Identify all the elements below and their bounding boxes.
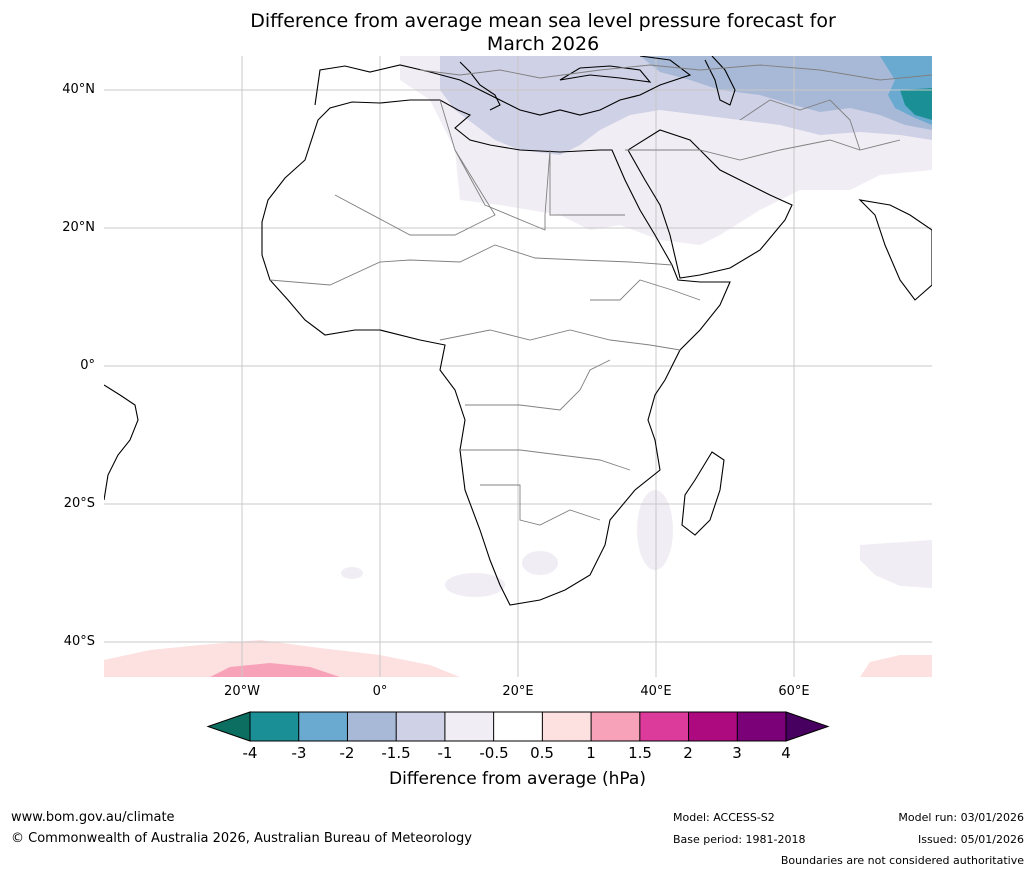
- colorbar-segment: [688, 712, 738, 741]
- lon-label-40e: 40°E: [640, 684, 672, 699]
- madagascar-coastline: [681, 451, 725, 536]
- anomaly-minus-1-5-north: [640, 56, 932, 130]
- colorbar-tick-label: -4: [242, 744, 258, 762]
- anomaly-minus-0-5-island: [341, 567, 363, 579]
- border-libya: [454, 149, 551, 231]
- colorbar-tick-label: -1.5: [381, 744, 411, 762]
- anomaly-shading: [104, 56, 932, 677]
- africa-coastline: [261, 99, 731, 606]
- black-sea-coastline: [559, 65, 652, 83]
- title-line-1: Difference from average mean sea level p…: [250, 10, 836, 32]
- europe-coastline: [314, 56, 692, 116]
- lat-label-20n: 20°N: [62, 220, 95, 235]
- colorbar-segment: [591, 712, 641, 741]
- lat-label-40n: 40°N: [62, 82, 95, 97]
- footer-model-run: Model run: 03/01/2026: [898, 811, 1024, 824]
- anomaly-minus-0-5-indian-ocean: [860, 540, 932, 588]
- lon-label-60e: 60°E: [778, 684, 810, 699]
- border-algeria: [334, 99, 496, 236]
- anomaly-minus-0-5-sw-africa: [522, 551, 558, 575]
- lon-label-20e: 20°E: [502, 684, 534, 699]
- colorbar-tick-label: 1.5: [628, 744, 652, 762]
- colorbar-segment: [444, 712, 495, 741]
- anomaly-plus-0-5-south: [104, 640, 460, 677]
- footer-url[interactable]: www.bom.gov.au/climate: [11, 810, 175, 825]
- footer-issued: Issued: 05/01/2026: [917, 833, 1024, 846]
- anomaly-minus-0-5-south-atlantic: [445, 573, 505, 597]
- coastlines: [104, 56, 932, 606]
- border-namibia: [480, 484, 601, 526]
- lon-label-0: 0°: [372, 684, 388, 699]
- border-sahel: [269, 244, 673, 286]
- colorbar-segment: [639, 712, 690, 741]
- lat-label-40s: 40°S: [63, 634, 95, 649]
- border-southern: [460, 449, 631, 471]
- india-coastline: [858, 199, 932, 301]
- country-borders: [269, 64, 932, 526]
- border-dr-congo: [465, 359, 611, 411]
- footer-disclaimer: Boundaries are not considered authoritat…: [780, 854, 1024, 867]
- colorbar-segment: [396, 712, 446, 741]
- border-iran: [739, 99, 861, 151]
- footer-model: Model: ACCESS-S2: [673, 811, 775, 824]
- arabia-coastline: [627, 129, 793, 279]
- lat-label-20s: 20°S: [63, 496, 95, 511]
- colorbar-tick-label: 0.5: [530, 744, 554, 762]
- colorbar-segment: [737, 712, 787, 741]
- anomaly-minus-3-north: [900, 88, 932, 120]
- colorbar: [206, 711, 830, 742]
- footer-base-period: Base period: 1981-2018: [673, 833, 806, 846]
- map-area: [104, 56, 932, 677]
- colorbar-segment: [493, 712, 543, 741]
- colorbar-segment: [250, 712, 300, 741]
- colorbar-tick-label: -0.5: [479, 744, 509, 762]
- colorbar-tick-label: 2: [683, 744, 693, 762]
- colorbar-tick-label: -1: [437, 744, 453, 762]
- gridlines: [104, 56, 932, 677]
- colorbar-tick-label: 4: [781, 744, 791, 762]
- italy-coastline: [459, 61, 501, 111]
- title-line-2: March 2026: [486, 33, 600, 55]
- anomaly-minus-0-5-mozambique: [637, 490, 673, 570]
- colorbar-segment: [347, 712, 397, 741]
- colorbar-label: Difference from average (hPa): [389, 769, 646, 789]
- colorbar-segments: [250, 712, 787, 741]
- colorbar-tick-label: -2: [339, 744, 355, 762]
- border-central: [439, 329, 681, 351]
- colorbar-segment: [542, 712, 592, 741]
- caspian-coastline: [704, 56, 736, 106]
- colorbar-tick-label: 3: [732, 744, 742, 762]
- footer-copyright: © Commonwealth of Australia 2026, Austra…: [11, 831, 472, 846]
- colorbar-over-extension: [785, 711, 830, 742]
- lat-label-equator: 0°: [80, 358, 95, 373]
- colorbar-tick-label: -3: [291, 744, 307, 762]
- colorbar-tick-label: 1: [586, 744, 596, 762]
- border-middle-east: [625, 139, 901, 161]
- chart-title: Difference from average mean sea level p…: [0, 10, 1035, 56]
- anomaly-plus-0-5-southeast: [860, 655, 932, 677]
- colorbar-segment: [298, 712, 348, 741]
- south-america-coastline: [104, 384, 139, 501]
- colorbar-tick-marks: [249, 712, 787, 741]
- border-egypt: [549, 150, 625, 216]
- colorbar-under-extension: [206, 711, 251, 742]
- border-east: [590, 279, 701, 301]
- border-europe: [419, 64, 932, 81]
- lon-label-20w: 20°W: [224, 684, 260, 699]
